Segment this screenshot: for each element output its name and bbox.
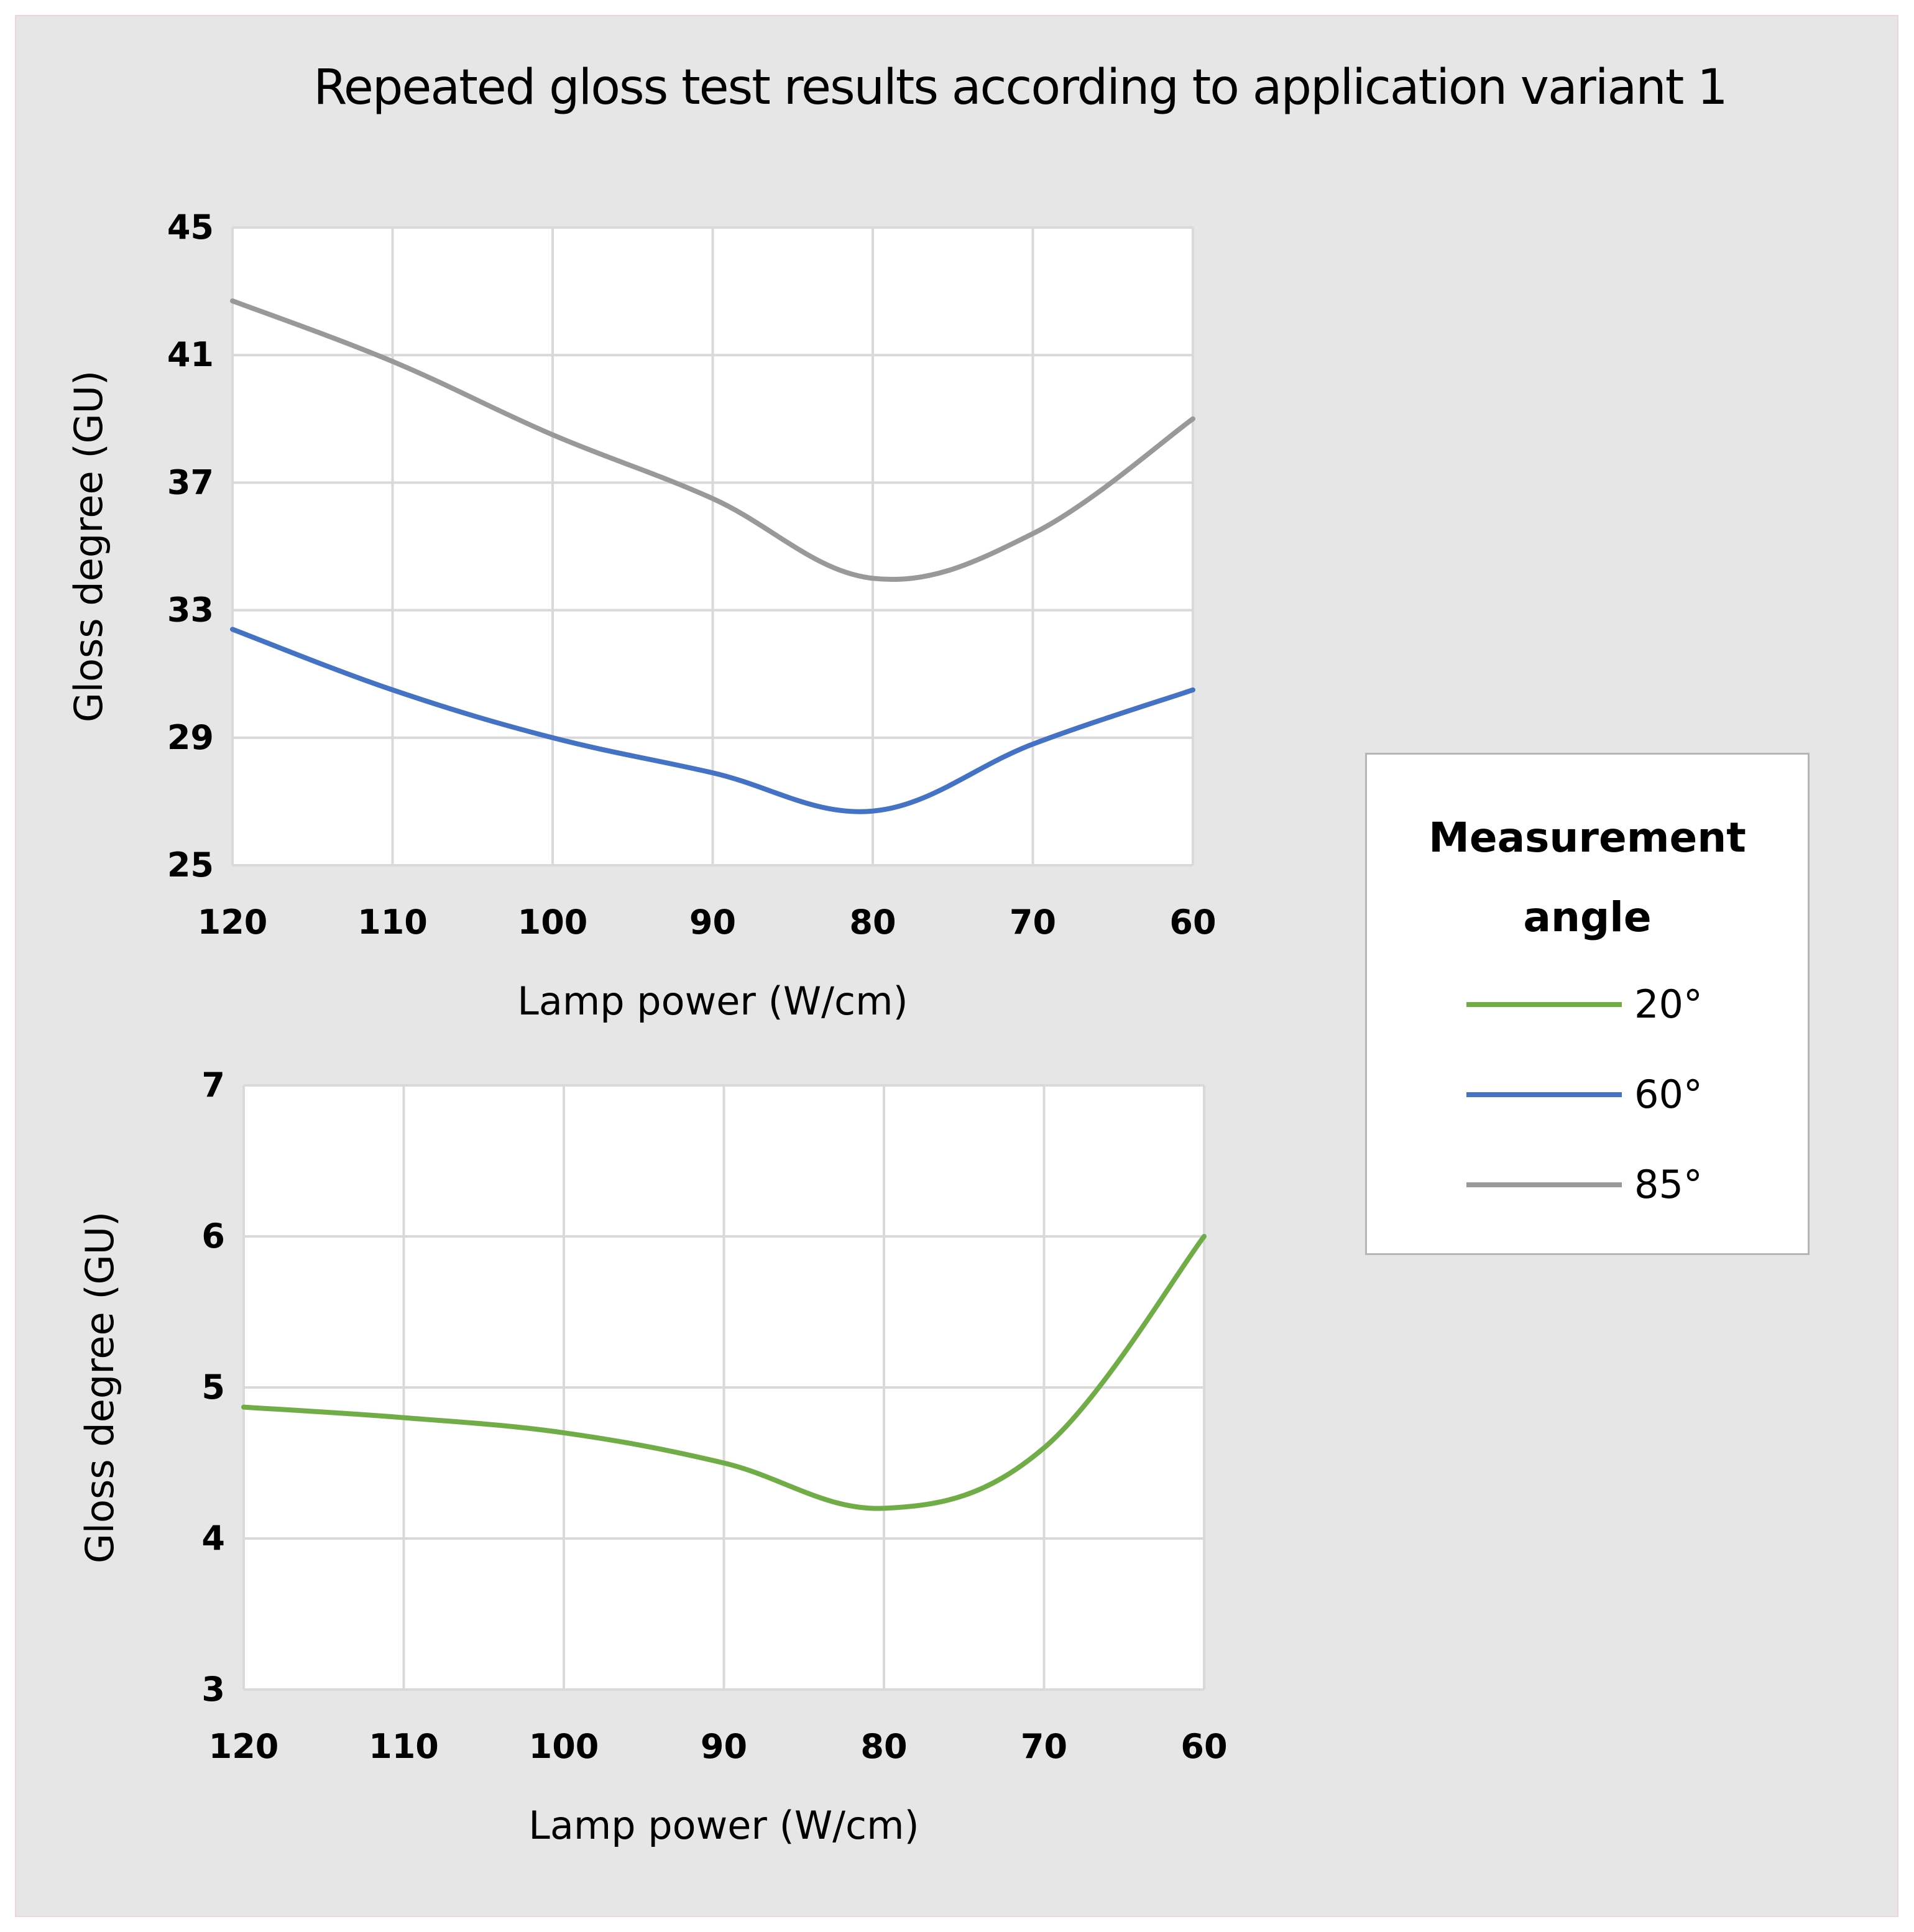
- x-axis-label: Lamp power (W/cm): [517, 978, 908, 1024]
- y-tick-label: 29: [167, 718, 214, 757]
- x-tick-label: 110: [369, 1727, 439, 1766]
- y-tick-labels: 25 29 33 37 41 45: [167, 208, 214, 885]
- legend-title: Measurement angle: [1367, 798, 1808, 957]
- x-tick-label: 60: [1180, 1727, 1227, 1766]
- chart-title: Repeated gloss test results according to…: [313, 60, 1728, 116]
- x-tick-label: 120: [209, 1727, 279, 1766]
- x-tick-label: 60: [1169, 903, 1216, 942]
- legend-item-60: 60°: [1466, 1069, 1790, 1118]
- legend-swatch-60: [1466, 1092, 1622, 1097]
- x-tick-label: 90: [701, 1727, 747, 1766]
- x-tick-label: 100: [529, 1727, 599, 1766]
- x-axis-label: Lamp power (W/cm): [528, 1803, 919, 1848]
- y-tick-label: 5: [201, 1368, 225, 1407]
- series-line-60: [230, 627, 1195, 814]
- x-tick-label: 80: [860, 1727, 907, 1766]
- x-tick-labels: 120 110 100 90 80 70 60: [198, 903, 1217, 942]
- series-group: [241, 1234, 1207, 1511]
- x-tick-label: 100: [518, 903, 588, 942]
- legend-label-20: 20°: [1634, 982, 1703, 1027]
- y-tick-label: 4: [201, 1519, 225, 1558]
- x-tick-labels: 120 110 100 90 80 70 60: [209, 1727, 1228, 1766]
- x-tick-label: 110: [357, 903, 428, 942]
- y-tick-label: 45: [167, 208, 214, 247]
- legend-title-line2: angle: [1523, 893, 1652, 941]
- y-tick-label: 37: [167, 462, 214, 502]
- figure-background: Repeated gloss test results according to…: [15, 15, 1898, 1917]
- y-tick-label: 3: [201, 1670, 225, 1709]
- legend-item-20: 20°: [1466, 978, 1790, 1028]
- grid-lines: [231, 226, 1194, 867]
- grid-lines: [242, 1084, 1205, 1691]
- upper-chart: 25 29 33 37 41 45 120 110 100 90 80 70 60 Lamp powe…: [66, 208, 1217, 1024]
- legend-swatch-85: [1466, 1182, 1622, 1187]
- legend: Measurement angle 20° 60° 85°: [1365, 753, 1810, 1255]
- y-axis-label: Gloss degree (GU): [77, 1212, 122, 1563]
- legend-title-line1: Measurement: [1429, 814, 1746, 862]
- series-group: [230, 298, 1195, 814]
- x-tick-label: 80: [849, 903, 896, 942]
- x-tick-label: 90: [689, 903, 736, 942]
- y-tick-label: 33: [167, 591, 214, 630]
- legend-label-85: 85°: [1634, 1162, 1703, 1207]
- series-line-20: [241, 1234, 1207, 1511]
- y-tick-label: 7: [201, 1065, 225, 1105]
- legend-item-85: 85°: [1466, 1159, 1790, 1208]
- y-tick-label: 41: [167, 335, 214, 374]
- lower-chart: 3 4 5 6 7 120 110 100 90 80 70 60 Lamp power (W/cm…: [77, 1065, 1228, 1848]
- x-tick-label: 70: [1010, 903, 1056, 942]
- y-axis-label: Gloss degree (GU): [66, 370, 111, 722]
- legend-label-60: 60°: [1634, 1072, 1703, 1117]
- y-tick-label: 6: [201, 1217, 225, 1256]
- x-tick-label: 120: [198, 903, 268, 942]
- series-line-85: [230, 298, 1195, 582]
- legend-swatch-20: [1466, 1002, 1622, 1007]
- y-tick-label: 25: [167, 845, 214, 885]
- y-tick-labels: 3 4 5 6 7: [201, 1065, 225, 1709]
- x-tick-label: 70: [1021, 1727, 1067, 1766]
